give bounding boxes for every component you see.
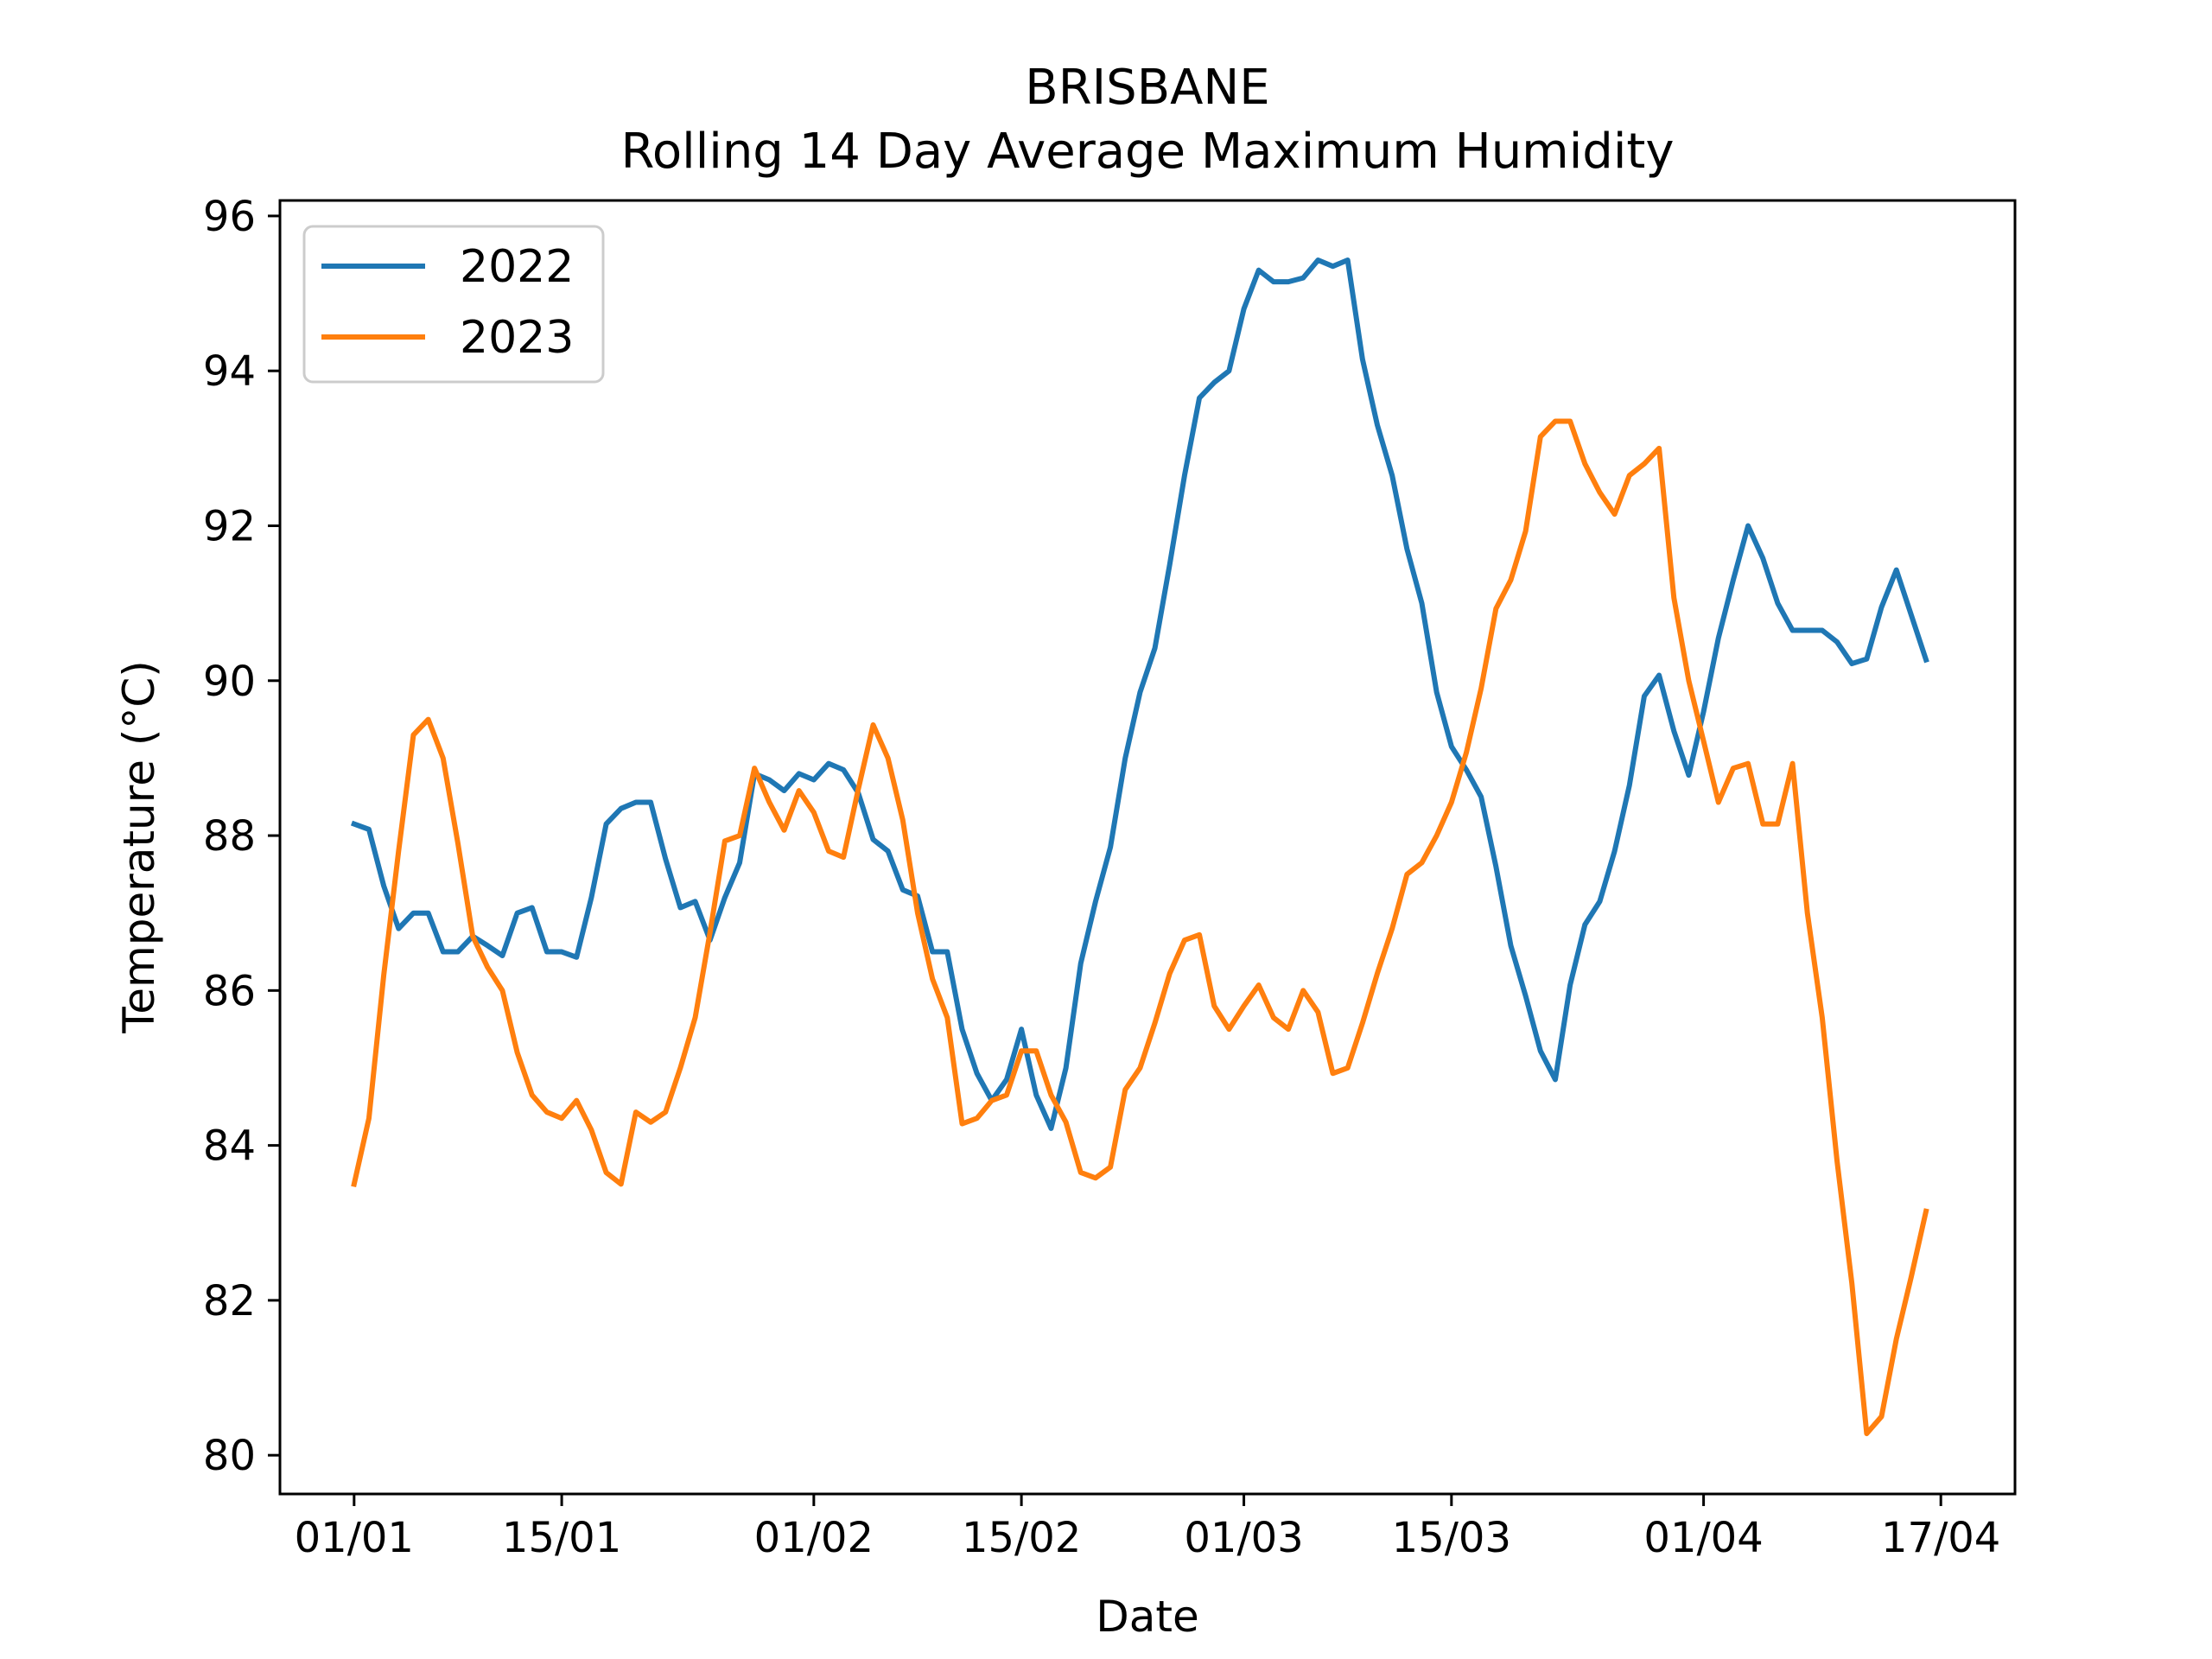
- y-axis-ticks: 80 82 84 86 88 90 92 94 96: [203, 193, 280, 1480]
- legend: 2022 2023: [302, 225, 605, 384]
- y-tick-label: 82: [203, 1277, 256, 1325]
- y-tick-label: 86: [203, 967, 256, 1015]
- x-tick-label: 01/04: [1643, 1514, 1763, 1562]
- series-line-2022: [350, 257, 1929, 1131]
- chart-title: BRISBANE: [1025, 60, 1269, 116]
- x-tick-label: 15/03: [1392, 1514, 1511, 1562]
- y-tick-label: 90: [203, 658, 256, 706]
- series-line-2023: [351, 418, 1929, 1437]
- y-tick-label: 88: [203, 812, 256, 861]
- x-tick-label: 01/02: [754, 1514, 874, 1562]
- chart-subtitle: Rolling 14 Day Average Maximum Humidity: [620, 124, 1674, 180]
- y-tick-label: 96: [203, 193, 256, 241]
- x-axis-label: Date: [1096, 1592, 1199, 1642]
- series-lines: [350, 257, 1929, 1437]
- plot-area-frame: [278, 199, 2017, 1496]
- y-axis-label: Temperature (°C): [114, 660, 164, 1034]
- x-tick-label: 17/04: [1881, 1514, 2000, 1562]
- x-tick-label: 15/02: [962, 1514, 1081, 1562]
- y-tick-label: 84: [203, 1122, 256, 1171]
- x-tick-label: 15/01: [502, 1514, 621, 1562]
- x-tick-label: 01/03: [1184, 1514, 1303, 1562]
- legend-label-2023: 2023: [460, 312, 574, 364]
- y-tick-label: 92: [203, 502, 256, 550]
- x-tick-label: 01/01: [295, 1514, 414, 1562]
- y-tick-label: 94: [203, 347, 256, 396]
- y-tick-label: 80: [203, 1432, 256, 1480]
- legend-label-2022: 2022: [460, 241, 574, 293]
- x-axis-ticks: 01/01 15/01 01/02 15/02 01/03 15/03 01/04 17/04: [295, 1494, 2000, 1562]
